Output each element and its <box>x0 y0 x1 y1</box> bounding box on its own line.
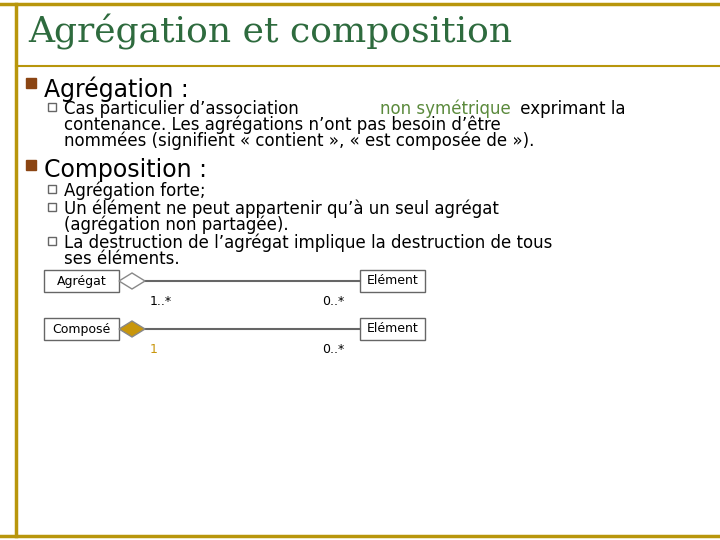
Text: 1..*: 1..* <box>150 295 172 308</box>
Text: Composition :: Composition : <box>44 158 207 182</box>
Text: Elément: Elément <box>366 322 418 335</box>
Text: (agrégation non partagée).: (agrégation non partagée). <box>64 216 289 234</box>
FancyBboxPatch shape <box>360 270 425 292</box>
FancyBboxPatch shape <box>360 318 425 340</box>
FancyBboxPatch shape <box>44 270 119 292</box>
Text: Agrégat: Agrégat <box>57 274 107 287</box>
Text: La destruction de l’agrégat implique la destruction de tous: La destruction de l’agrégat implique la … <box>64 234 552 253</box>
Text: Agrégation et composition: Agrégation et composition <box>28 14 512 50</box>
Text: contenance. Les agrégations n’ont pas besoin d’être: contenance. Les agrégations n’ont pas be… <box>64 116 500 134</box>
Bar <box>26 78 36 88</box>
Text: non symétrique: non symétrique <box>379 100 510 118</box>
Text: exprimant la: exprimant la <box>515 100 626 118</box>
Bar <box>48 185 56 193</box>
Bar <box>26 160 36 170</box>
FancyBboxPatch shape <box>44 318 119 340</box>
Text: 1: 1 <box>150 343 158 356</box>
Text: 0..*: 0..* <box>322 295 344 308</box>
Text: Agrégation :: Agrégation : <box>44 76 189 102</box>
Text: Agrégation forte;: Agrégation forte; <box>64 182 206 200</box>
Text: ses éléments.: ses éléments. <box>64 250 179 268</box>
Polygon shape <box>119 273 145 289</box>
Bar <box>48 203 56 211</box>
Text: nommées (signifient « contient », « est composée de »).: nommées (signifient « contient », « est … <box>64 132 534 151</box>
Text: Elément: Elément <box>366 274 418 287</box>
Bar <box>48 103 56 111</box>
Text: Un élément ne peut appartenir qu’à un seul agrégat: Un élément ne peut appartenir qu’à un se… <box>64 200 499 219</box>
Text: Cas particulier d’association: Cas particulier d’association <box>64 100 304 118</box>
Bar <box>48 237 56 245</box>
Text: Composé: Composé <box>53 322 111 335</box>
Polygon shape <box>119 321 145 337</box>
Text: 0..*: 0..* <box>322 343 344 356</box>
